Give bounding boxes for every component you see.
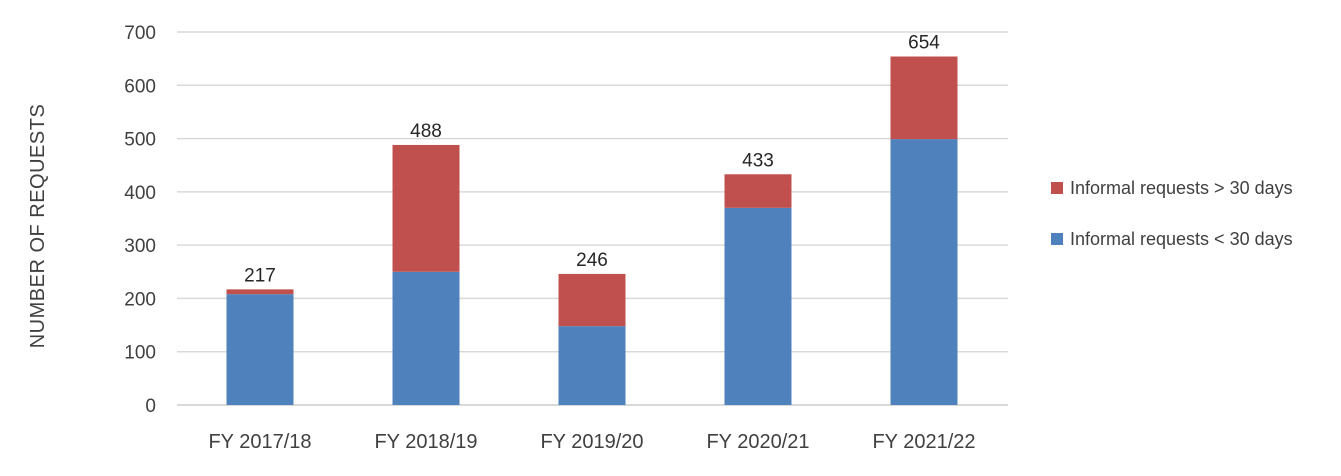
total-data-label: 433 — [742, 150, 774, 171]
total-data-label: 246 — [576, 250, 608, 271]
bar-segment-over-30-days — [890, 56, 958, 140]
legend-label: Informal requests > 30 days — [1070, 178, 1293, 198]
total-data-label: 217 — [244, 265, 276, 286]
bar-segment-over-30-days — [724, 174, 792, 208]
bar-segment-over-30-days — [392, 144, 460, 272]
legend-swatch — [1051, 233, 1063, 245]
x-tick-label: FY 2019/20 — [540, 431, 643, 453]
y-tick-label: 100 — [124, 343, 156, 364]
bar-segment-under-30-days — [890, 139, 958, 405]
gridlines — [177, 31, 1008, 406]
bars — [226, 56, 958, 405]
legend: Informal requests > 30 days Informal requ… — [1051, 178, 1293, 249]
y-axis-title: NUMBER OF REQUESTS — [27, 104, 49, 349]
total-data-label: 488 — [410, 121, 442, 142]
y-tick-label: 400 — [124, 183, 156, 204]
bar-segment-over-30-days — [558, 273, 626, 327]
legend-label: Informal requests < 30 days — [1070, 229, 1293, 249]
y-axis-ticks: 0 100 200 300 400 500 600 700 — [124, 23, 156, 417]
total-data-label: 654 — [908, 33, 940, 54]
bar-segment-under-30-days — [724, 207, 792, 405]
bar-segment-under-30-days — [558, 326, 626, 405]
x-tick-label: FY 2021/22 — [872, 431, 975, 453]
x-tick-label: FY 2018/19 — [374, 431, 477, 453]
y-tick-label: 600 — [124, 76, 156, 97]
y-tick-label: 200 — [124, 289, 156, 310]
y-tick-label: 500 — [124, 130, 156, 151]
bar-segment-under-30-days — [392, 271, 460, 405]
y-tick-label: 700 — [124, 23, 156, 44]
data-labels: 217 488 246 433 654 — [244, 33, 940, 287]
x-tick-label: FY 2020/21 — [706, 431, 809, 453]
legend-swatch — [1051, 182, 1063, 194]
bar-segment-over-30-days — [226, 289, 294, 295]
y-tick-label: 0 — [145, 396, 156, 417]
x-axis-ticks: FY 2017/18 FY 2018/19 FY 2019/20 FY 2020/21… — [208, 431, 975, 453]
bar-segment-under-30-days — [226, 294, 294, 405]
y-tick-label: 300 — [124, 236, 156, 257]
x-tick-label: FY 2017/18 — [208, 431, 311, 453]
